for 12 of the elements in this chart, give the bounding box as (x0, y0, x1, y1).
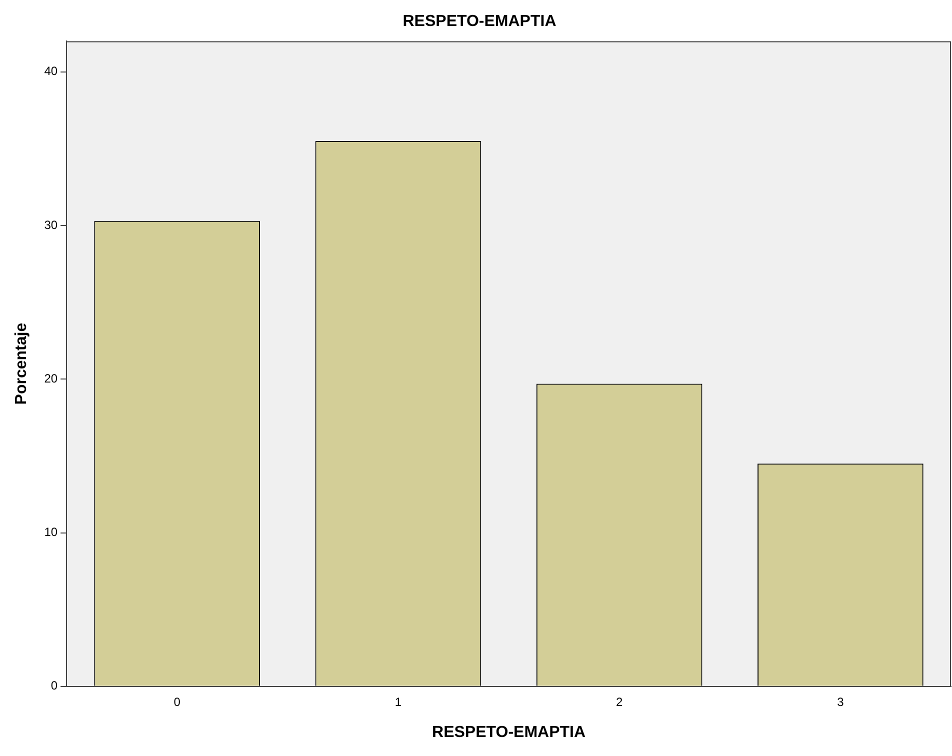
x-tick-label: 1 (394, 694, 402, 709)
y-axis-title: Porcentaje (13, 322, 30, 405)
y-tick-label: 0 (50, 678, 58, 693)
chart-title: RESPETO-EMAPTIA (402, 13, 557, 30)
x-tick-label: 3 (837, 694, 844, 709)
y-tick-label: 20 (44, 371, 58, 386)
y-tick-label: 40 (44, 64, 58, 78)
x-axis-title: RESPETO-EMAPTIA (432, 724, 586, 741)
y-tick-label: 30 (44, 218, 58, 232)
x-tick-label: 0 (174, 694, 181, 709)
y-tick-label: 10 (44, 525, 58, 540)
x-tick-label: 2 (616, 694, 623, 709)
